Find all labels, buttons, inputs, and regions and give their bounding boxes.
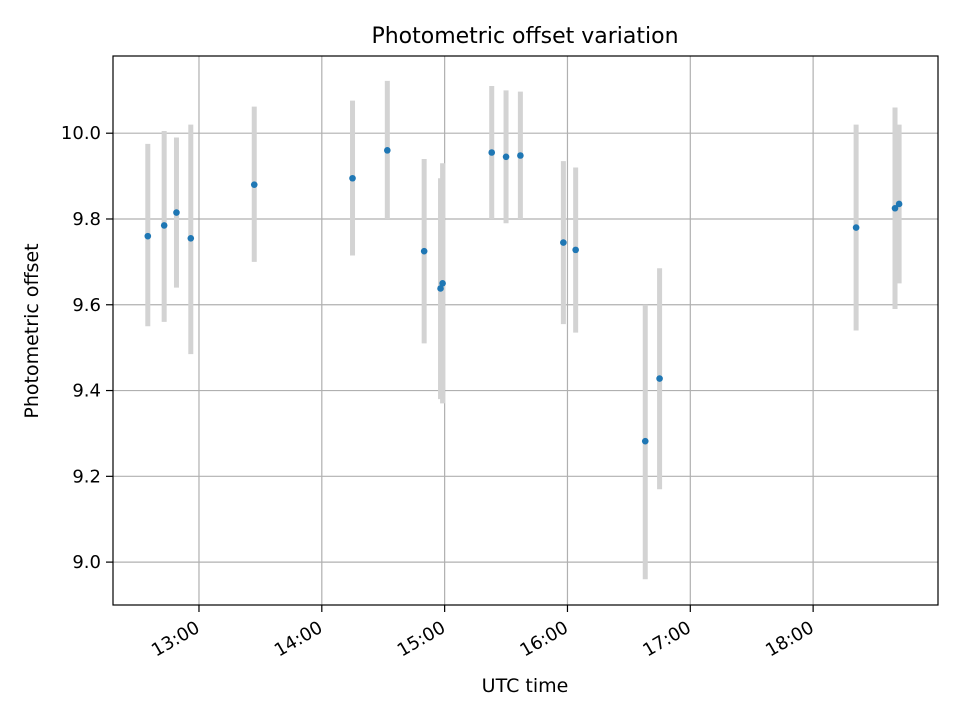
- data-point: [160, 222, 168, 229]
- data-point: [420, 247, 428, 255]
- data-point: [656, 375, 663, 382]
- data-point: [502, 153, 510, 161]
- data-point: [437, 285, 444, 292]
- data-point: [891, 204, 899, 212]
- data-point: [852, 224, 860, 231]
- data-points: [144, 147, 903, 445]
- data-point: [173, 209, 180, 216]
- plot-area-frame: [112, 55, 939, 606]
- grid: [113, 56, 938, 605]
- data-point: [895, 200, 903, 208]
- y-tick-label: 10.0: [61, 123, 101, 144]
- data-point: [144, 232, 152, 240]
- y-tick-label: 9.2: [72, 466, 101, 487]
- data-point: [488, 149, 496, 156]
- data-point: [349, 174, 356, 182]
- y-tick-label: 9.8: [72, 209, 101, 230]
- data-point: [439, 280, 446, 287]
- y-axis-label: Photometric offset: [21, 243, 43, 418]
- data-point: [641, 437, 649, 445]
- x-axis-label: UTC time: [482, 675, 569, 697]
- data-point: [560, 239, 567, 246]
- chart-title: Photometric offset variation: [371, 24, 678, 49]
- y-tick-label: 9.0: [72, 552, 101, 573]
- data-point: [384, 147, 391, 154]
- y-axis-ticks: 9.0 9.2 9.4 9.6 9.8 10.0: [61, 123, 113, 573]
- data-point: [517, 152, 524, 159]
- data-point: [250, 181, 258, 188]
- data-point: [187, 234, 195, 242]
- y-tick-label: 9.4: [72, 381, 101, 402]
- y-tick-label: 9.6: [72, 295, 101, 316]
- data-point: [572, 246, 579, 254]
